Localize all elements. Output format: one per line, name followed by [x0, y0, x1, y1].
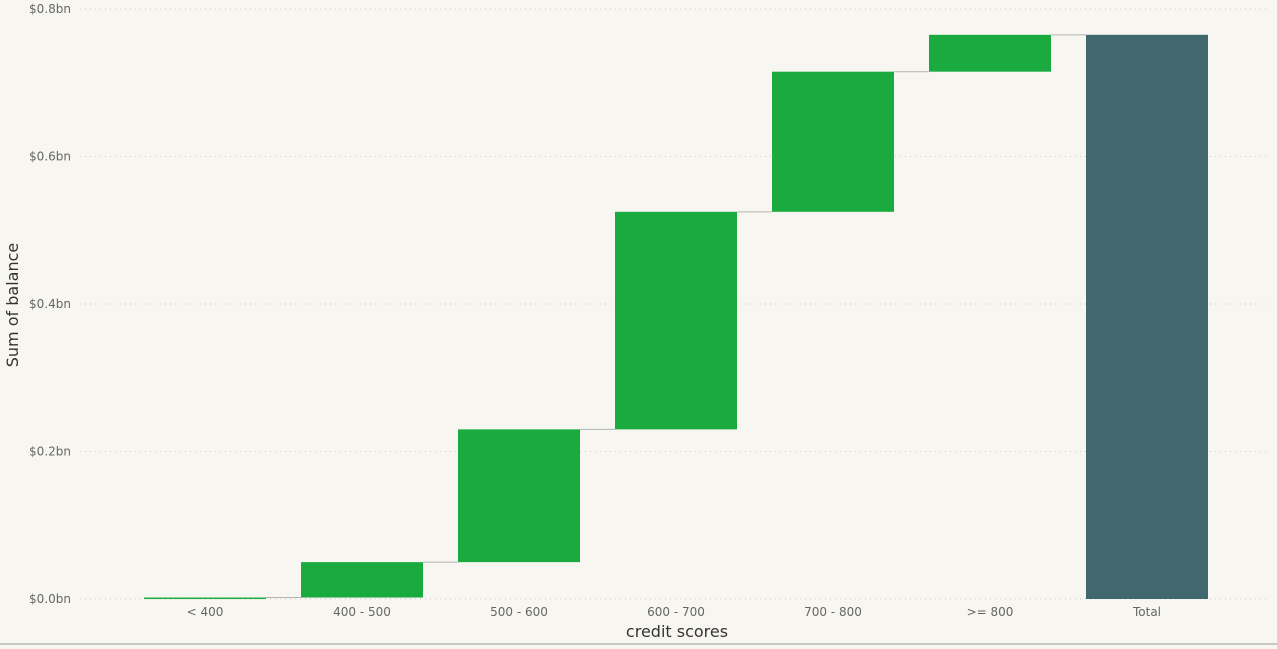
increase-bar[interactable]: [458, 429, 580, 563]
bar-layer: [144, 34, 1208, 600]
y-axis-title: Sum of balance: [3, 243, 22, 367]
increase-bar[interactable]: [772, 71, 894, 212]
x-tick-label: >= 800: [967, 605, 1014, 619]
y-tick-label: $0.0bn: [29, 592, 71, 606]
increase-bar[interactable]: [615, 211, 737, 430]
total-bar[interactable]: [1086, 34, 1208, 599]
x-tick-label: 500 - 600: [490, 605, 548, 619]
increase-bar[interactable]: [144, 597, 266, 600]
y-tick-label: $0.4bn: [29, 297, 71, 311]
x-tick-label: 700 - 800: [804, 605, 862, 619]
x-tick-label: 400 - 500: [333, 605, 391, 619]
increase-bar[interactable]: [301, 562, 423, 598]
y-tick-label: $0.8bn: [29, 2, 71, 16]
connector-layer: [266, 34, 1086, 599]
x-axis-title: credit scores: [626, 622, 728, 641]
x-axis-ticks: < 400 400 - 500 500 - 600 600 - 700 700 - 80…: [187, 605, 1161, 619]
x-tick-label: 600 - 700: [647, 605, 705, 619]
x-tick-label: < 400: [187, 605, 224, 619]
x-tick-label: Total: [1132, 605, 1161, 619]
y-axis-ticks: $0.0bn $0.2bn $0.4bn $0.6bn $0.8bn: [29, 2, 71, 606]
y-tick-label: $0.2bn: [29, 445, 71, 459]
increase-bar[interactable]: [929, 34, 1051, 72]
y-tick-label: $0.6bn: [29, 150, 71, 164]
